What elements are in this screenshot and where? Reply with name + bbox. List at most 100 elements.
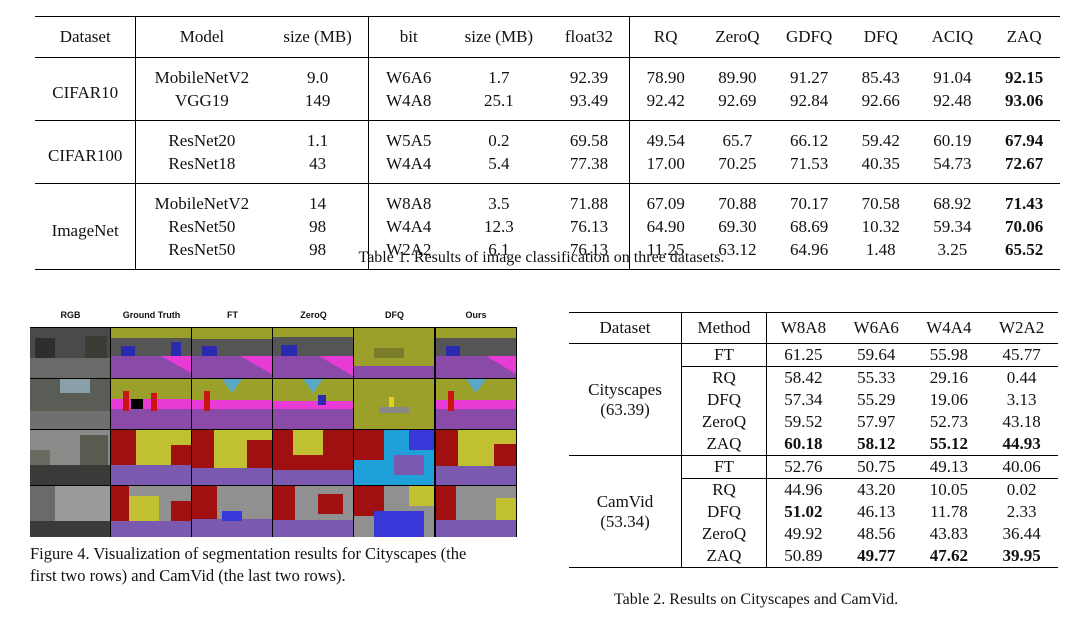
t1-row: ImageNet MobileNetV2 14 W8A8 3.5 71.88 6… (35, 183, 1060, 270)
t1-cell: 70.88 (718, 193, 757, 213)
t1-cell: 71.88 (569, 193, 609, 213)
t1-dataset-cell: ImageNet (35, 183, 136, 270)
segmentation-map (354, 430, 434, 485)
segmentation-map (192, 379, 272, 429)
t1-cell: 93.49 (549, 89, 630, 121)
t2-cell-best: 39.95 (985, 545, 1058, 568)
figure-4-caption-line-1: Figure 4. Visualization of segmentation … (30, 544, 467, 563)
table-2: Dataset Method W8A8 W6A6 W4A4 W2A2 Citys… (569, 312, 1058, 568)
t2-best-value: 49.77 (857, 546, 896, 565)
t1-cell: 98 (309, 216, 327, 236)
segmentation-map (436, 379, 516, 429)
t1-cell-best: 93.06 (988, 89, 1060, 121)
t2-row: ZeroQ 59.52 57.97 52.73 43.18 (569, 411, 1058, 433)
t1-cell: 43 (267, 152, 369, 184)
t1-cell: 3.5 (488, 193, 510, 213)
table-2-caption: Table 2. Results on Cityscapes and CamVi… (614, 591, 899, 608)
t2-header-dataset: Dataset (569, 312, 682, 344)
t2-best-value: 44.93 (1002, 434, 1041, 453)
segmentation-map (111, 430, 191, 485)
t1-cell: W4A4 (367, 215, 449, 238)
t1-cell: VGG19 (135, 89, 268, 121)
rgb-image (30, 379, 110, 429)
t2-header-w2a2: W2A2 (985, 312, 1058, 344)
t1-cell: W6A6 (367, 57, 449, 89)
t1-cell: 76.13 (549, 238, 630, 270)
t1-cell: 11.25 (628, 238, 702, 270)
t2-cell: 59.52 (765, 411, 840, 433)
t1-cell: 77.38 (549, 152, 630, 184)
segmentation-map (111, 379, 191, 429)
fig-header-rgb: RGB (30, 303, 111, 327)
table-2-header-row: Dataset Method W8A8 W6A6 W4A4 W2A2 (569, 312, 1058, 344)
t1-cell: 92.39 (569, 67, 609, 87)
t1-cell: 70.25 (701, 152, 774, 184)
fig-header-ground-truth: Ground Truth (111, 303, 192, 327)
t1-cell: W4A8 (367, 89, 449, 121)
t1-header-dataset: Dataset (35, 16, 136, 58)
t1-cell: 85.43 (861, 67, 900, 87)
segmentation-map (111, 486, 191, 537)
t1-dataset-cell: CIFAR10 (35, 57, 136, 121)
t2-cell: 61.25 (765, 343, 840, 367)
t1-cell: 68.69 (789, 216, 829, 236)
t2-cell-best: 51.02 (765, 501, 840, 523)
t2-cell: 3.13 (1006, 390, 1037, 409)
t2-cell: 10.05 (912, 478, 986, 501)
t1-row: VGG19 149 W4A8 25.1 93.49 92.42 92.69 92… (35, 89, 1060, 121)
t2-cell: ZAQ (681, 433, 767, 456)
t1-cell-best: 65.52 (988, 238, 1060, 270)
t2-row: ZeroQ 49.92 48.56 43.83 36.44 (569, 523, 1058, 545)
t2-cell: ZeroQ (681, 411, 767, 433)
t1-cell: 92.69 (701, 89, 774, 121)
t1-cell: 3.25 (916, 238, 989, 270)
t1-best-value: 92.15 (1005, 67, 1044, 87)
t1-cell: 91.04 (933, 67, 972, 87)
t2-dataset-name: Cityscapes (588, 379, 662, 399)
t2-best-value: 51.02 (784, 502, 823, 521)
segmentation-map (273, 328, 353, 378)
t2-cell: 57.34 (765, 389, 840, 411)
segmentation-map (192, 486, 272, 537)
t1-cell: 92.66 (844, 89, 917, 121)
t1-cell: 49.54 (628, 120, 702, 152)
t1-cell: W4A4 (367, 152, 449, 184)
t2-cell: 45.77 (1002, 345, 1041, 364)
t2-best-value: 58.12 (857, 434, 896, 453)
t1-cell: 54.73 (916, 152, 989, 184)
t1-row: ResNet18 43 W4A4 5.4 77.38 17.00 70.25 7… (35, 152, 1060, 184)
t2-cell: 58.42 (765, 366, 840, 389)
t2-cell: 59.64 (857, 345, 896, 364)
t2-cell: DFQ (681, 501, 767, 523)
t2-cell: RQ (681, 366, 767, 389)
t1-cell: W5A5 (367, 120, 449, 152)
t2-cell: 43.83 (929, 524, 969, 543)
t1-cell-best: 92.15 (988, 58, 1060, 90)
t2-row: DFQ 57.34 55.29 19.06 3.13 (569, 389, 1058, 411)
t1-cell: 63.12 (701, 238, 774, 270)
segmentation-map (273, 430, 353, 485)
t2-dataset-cell: CamVid (53.34) (569, 455, 682, 568)
table-1-caption: Table 1. Results of image classification… (358, 249, 725, 266)
t2-dataset-name: CamVid (596, 491, 654, 511)
rgb-image (30, 328, 110, 378)
t2-row: ZAQ 50.89 49.77 47.62 39.95 (569, 545, 1058, 568)
t1-cell: 17.00 (628, 152, 702, 184)
t1-cell: 12.3 (483, 216, 514, 236)
t1-cell: 65.7 (722, 130, 753, 150)
t1-cell: 70.58 (861, 193, 900, 213)
t2-cell: 48.56 (857, 524, 896, 543)
t1-cell: 9.0 (306, 67, 329, 87)
t2-cell-best: 55.12 (912, 433, 986, 456)
t1-header-rq: RQ (628, 16, 702, 58)
t1-cell: 68.92 (933, 193, 972, 213)
segmentation-map (436, 486, 516, 537)
t1-cell: 69.58 (569, 130, 609, 150)
t1-best-value: 93.06 (1005, 90, 1044, 110)
t1-cell: 71.53 (773, 152, 845, 184)
t2-dataset-baseline: (53.34) (600, 511, 650, 531)
t2-cell: 0.02 (985, 478, 1058, 501)
t2-cell: 29.16 (912, 366, 986, 389)
t2-best-value: 47.62 (929, 546, 969, 565)
t1-cell: 91.27 (789, 67, 829, 87)
